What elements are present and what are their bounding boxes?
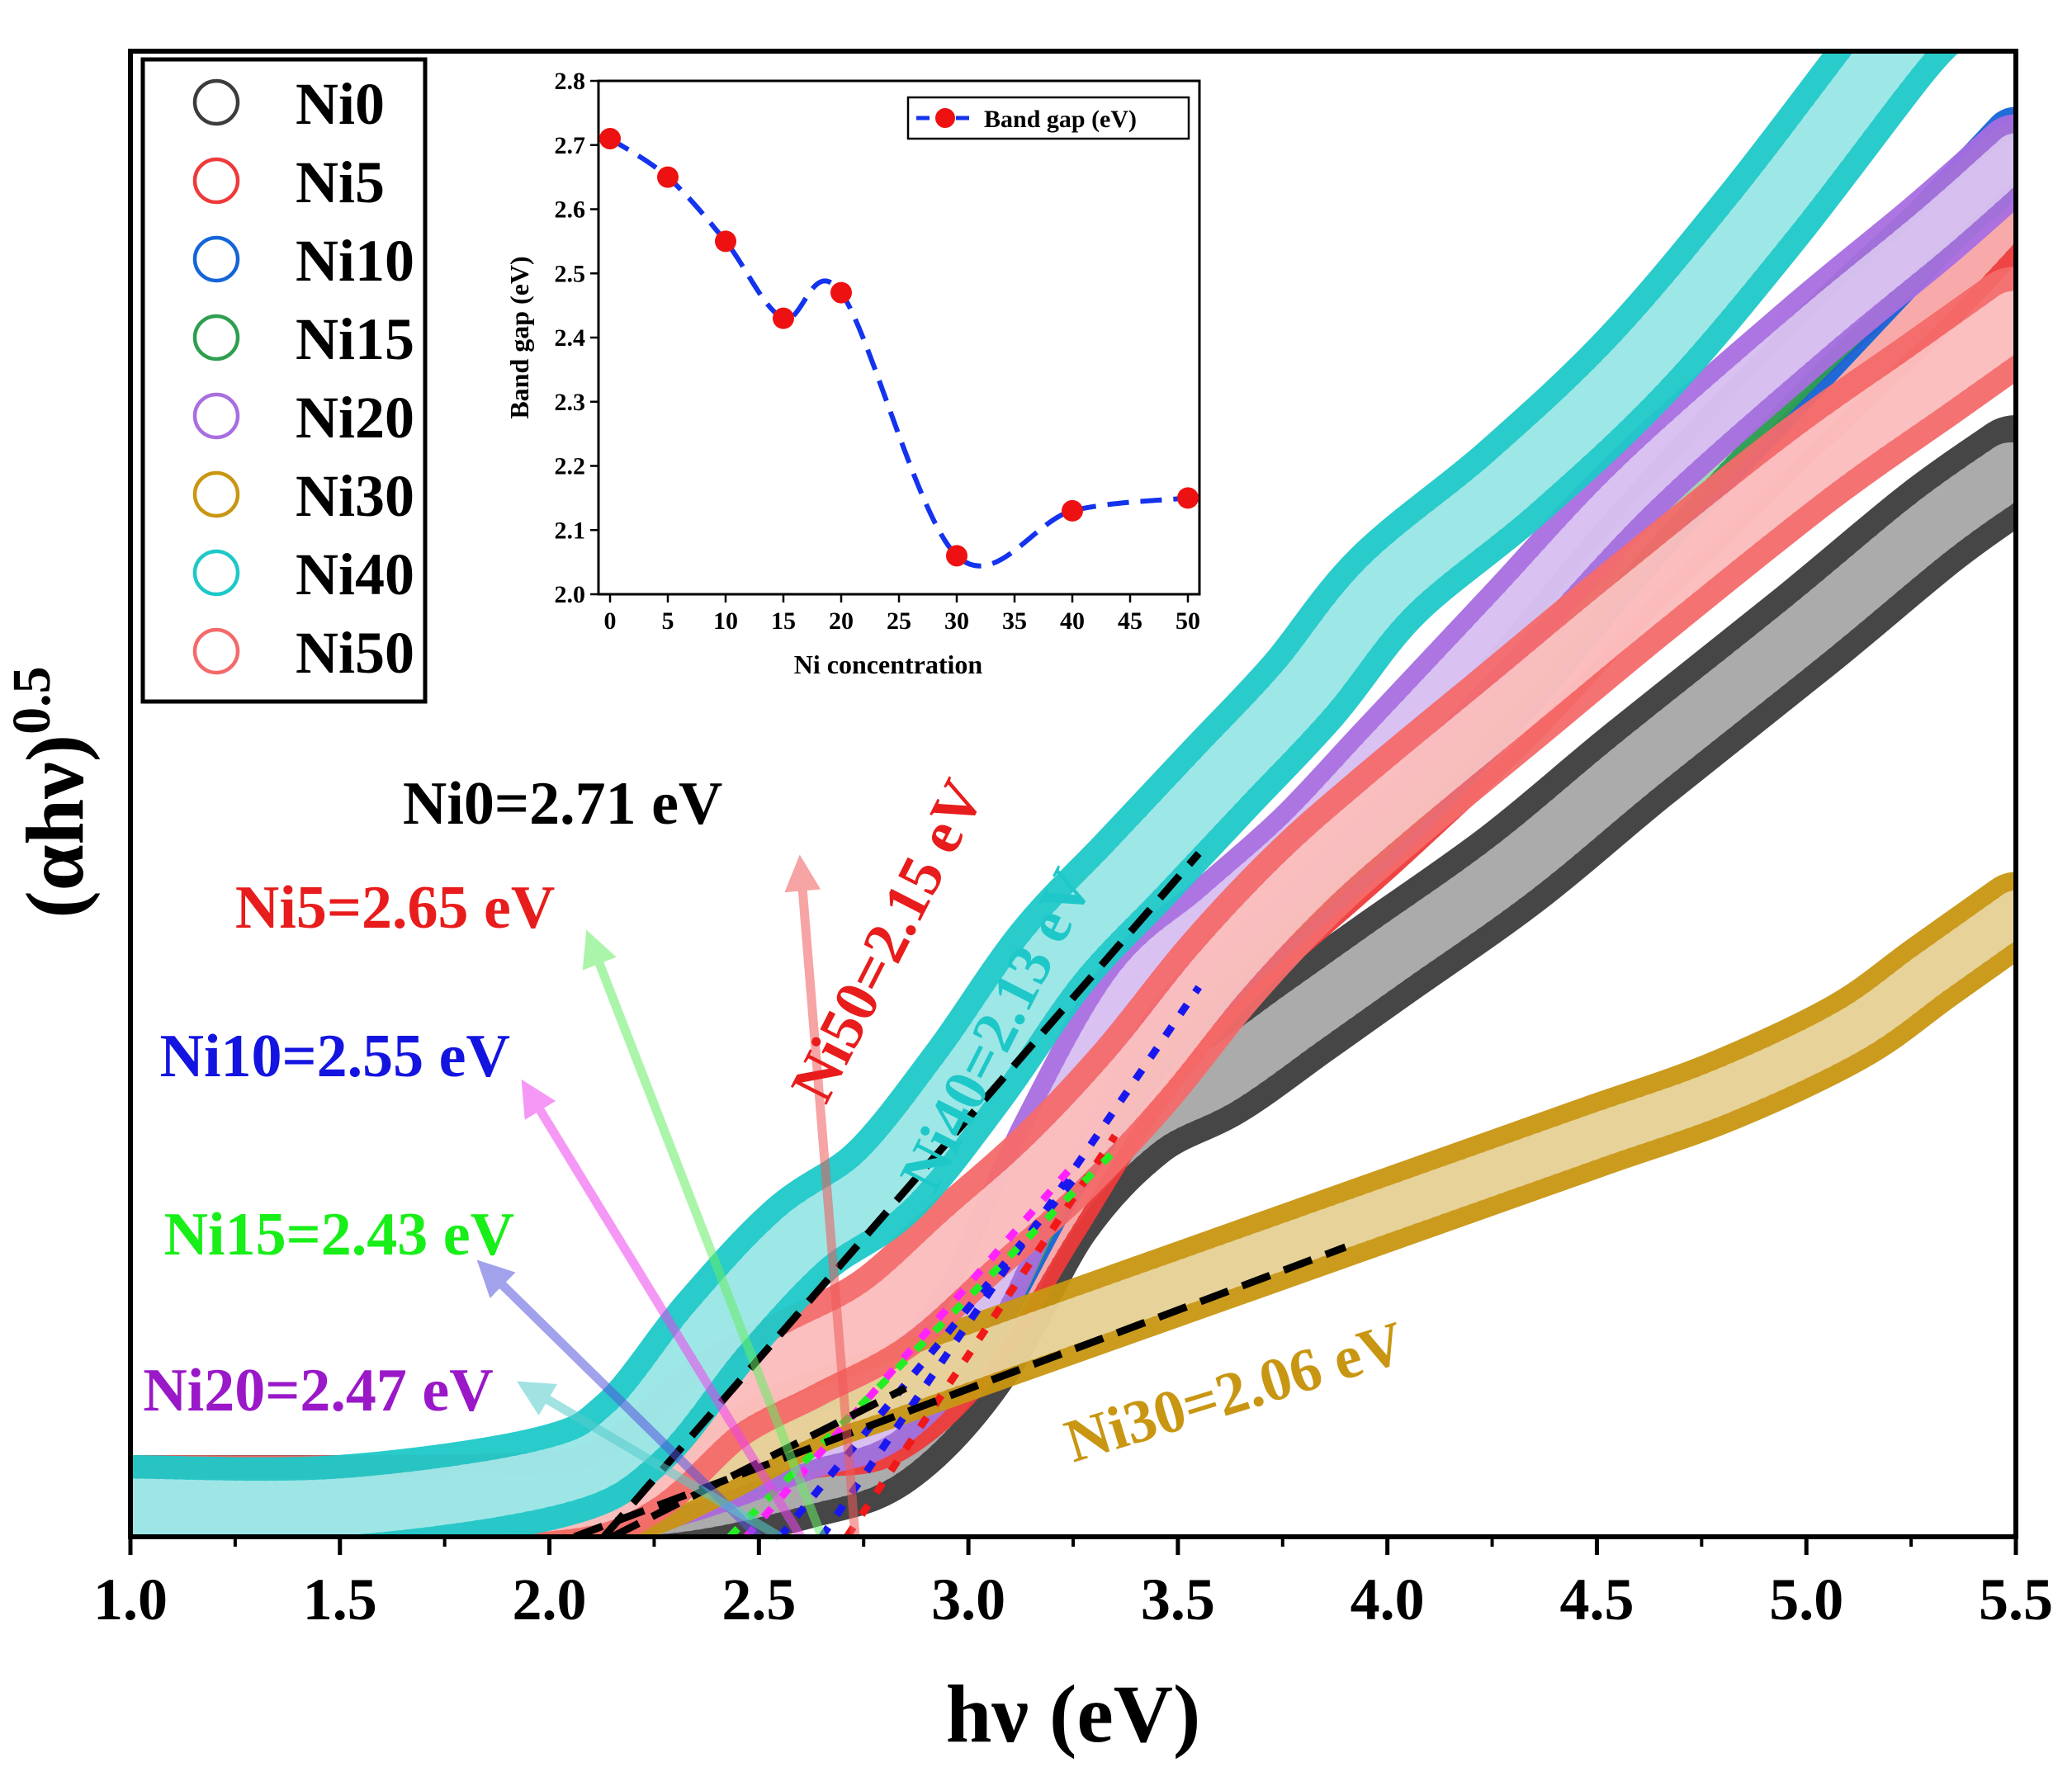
main-arrows	[476, 854, 860, 1541]
x-tick-label: 4.5	[1559, 1566, 1634, 1633]
legend-label-ni20: Ni20	[296, 385, 414, 451]
inset-x-tick-label: 35	[1002, 607, 1027, 635]
inset-frame	[597, 79, 1201, 596]
inset-x-tick-label: 25	[887, 607, 911, 635]
inset-x-axis-title: Ni concentration	[794, 650, 983, 679]
inset-x-tick-label: 5	[662, 607, 674, 635]
legend-marker-ni5	[192, 157, 240, 205]
annotation-ni0-2-71-ev: Ni0=2.71 eV	[403, 770, 722, 838]
fit-line-ni40-fit	[601, 851, 1202, 1537]
inset-legend-marker	[935, 108, 955, 128]
x-tick-label: 1.5	[303, 1566, 377, 1633]
fit-line-ni0-fit	[844, 1133, 1119, 1537]
annotation-ni15-2-43-ev: Ni15=2.43 eV	[164, 1201, 514, 1269]
series-texture-ni40	[130, 51, 1928, 1537]
inset-x-tick-label: 0	[604, 607, 617, 635]
inset-point-40	[1062, 499, 1083, 522]
x-tick-label: 2.5	[721, 1566, 796, 1633]
legend-marker-ni20	[192, 392, 240, 440]
annotation-arrow-4	[476, 1259, 763, 1540]
inset-point-0	[599, 127, 621, 149]
main-fit-lines	[573, 851, 1347, 1537]
legend-label-ni10: Ni10	[296, 228, 414, 294]
inset-y-tick-label: 2.5	[555, 260, 586, 287]
annotation-arrow-1	[784, 854, 860, 1538]
inset-y-tick-label: 2.7	[555, 132, 586, 159]
inset-x-tick-label: 20	[829, 607, 854, 635]
annotation-arrow-3	[521, 1079, 805, 1539]
inset-points	[599, 127, 1199, 567]
legend-items: Ni0 Ni5 Ni10 Ni15 Ni20 Ni30 Ni40 Ni50	[192, 71, 414, 686]
x-tick-label: 1.0	[93, 1566, 168, 1633]
inset-band-gap-curve	[608, 136, 1189, 569]
legend-marker-ni10	[192, 235, 240, 283]
x-tick-label: 3.0	[931, 1566, 1005, 1633]
main-plot: 1.0 1.5 2.0 2.5 3.0 3.5 4.0 4.5 5.0 5.5 Ni0=2.71 …	[93, 49, 2053, 1633]
x-tick-label: 5.0	[1769, 1566, 1843, 1633]
x-axis-ticks: 1.0 1.5 2.0 2.5 3.0 3.5 4.0 4.5 5.0 5.5	[93, 1537, 2053, 1633]
inset-x-ticks: 0 5 10 15 20 25 30 35 40 45 50	[604, 594, 1200, 635]
legend: Ni0 Ni5 Ni10 Ni15 Ni20 Ni30 Ni40 Ni50	[140, 57, 428, 704]
inset-y-tick-label: 2.3	[555, 389, 586, 416]
x-axis-title: hν (eV)	[946, 1668, 1201, 1760]
y-axis-title: (αhν)0.5	[2, 666, 101, 918]
inset-y-tick-label: 2.0	[555, 581, 586, 608]
legend-marker-ni50	[192, 627, 240, 675]
annotation-arrow-5	[516, 1381, 783, 1541]
inset-x-tick-label: 45	[1118, 607, 1142, 635]
annotation-ni10-2-55-ev: Ni10=2.55 eV	[160, 1023, 510, 1090]
inset-x-tick-label: 30	[944, 607, 969, 635]
inset-x-tick-label: 50	[1176, 607, 1200, 635]
inset-point-10	[715, 230, 736, 253]
inset-point-20	[830, 281, 852, 304]
inset-x-tick-label: 40	[1060, 607, 1085, 635]
x-tick-label: 2.0	[513, 1566, 587, 1633]
legend-marker-ni0	[192, 78, 240, 126]
inset-point-15	[773, 307, 794, 329]
legend-marker-ni40	[192, 549, 240, 597]
legend-label-ni5: Ni5	[296, 149, 385, 215]
inset-y-ticks: 2.0 2.1 2.2 2.3 2.4 2.5 2.6 2.7 2.8	[555, 68, 598, 608]
legend-marker-ni30	[192, 470, 240, 518]
annotation-arrow-2	[582, 929, 826, 1538]
x-tick-label: 3.5	[1141, 1566, 1215, 1633]
inset-y-tick-label: 2.2	[555, 453, 586, 480]
fit-line-ni50-fit	[610, 1384, 908, 1537]
inset-y-tick-label: 2.8	[555, 68, 586, 95]
fit-line-ni5-fit	[818, 985, 1202, 1537]
inset-point-5	[657, 166, 679, 188]
legend-label-ni40: Ni40	[296, 541, 414, 607]
inset-y-axis-title: Band gap (eV)	[504, 256, 534, 418]
svg-text:(αhν)0.5: (αhν)0.5	[2, 666, 101, 918]
inset-chart: 0 5 10 15 20 25 30 35 40 45 50 2.02.12.22.32.42.52…	[504, 68, 1201, 679]
legend-marker-ni15	[192, 314, 240, 361]
x-tick-label: 4.0	[1351, 1566, 1425, 1633]
inset-legend: Band gap (eV)	[906, 96, 1190, 140]
inset-legend-label: Band gap (eV)	[984, 106, 1137, 133]
inset-x-tick-label: 10	[713, 607, 738, 635]
legend-label-ni50: Ni50	[296, 620, 414, 686]
x-tick-label: 5.5	[1979, 1566, 2053, 1633]
y-axis-title-base: (αhν)	[9, 735, 101, 919]
inset-y-tick-label: 2.4	[555, 324, 586, 352]
fit-line-ni15-fit	[726, 1147, 1118, 1537]
inset-y-tick-label: 2.1	[555, 517, 586, 544]
annotation-ni5-2-65-ev: Ni5=2.65 eV	[235, 874, 555, 942]
inset-x-tick-label: 15	[771, 607, 796, 635]
inset-point-30	[946, 545, 967, 567]
legend-frame	[140, 57, 428, 704]
legend-label-ni30: Ni30	[296, 463, 414, 529]
legend-label-ni15: Ni15	[296, 306, 414, 372]
main-series-group	[130, 51, 2016, 1537]
annotation-ni20-2-47-ev: Ni20=2.47 eV	[143, 1357, 493, 1425]
inset-point-50	[1177, 487, 1199, 509]
y-axis-title-exponent: 0.5	[2, 666, 62, 735]
legend-label-ni0: Ni0	[296, 71, 385, 137]
inset-y-tick-label: 2.6	[555, 196, 586, 224]
